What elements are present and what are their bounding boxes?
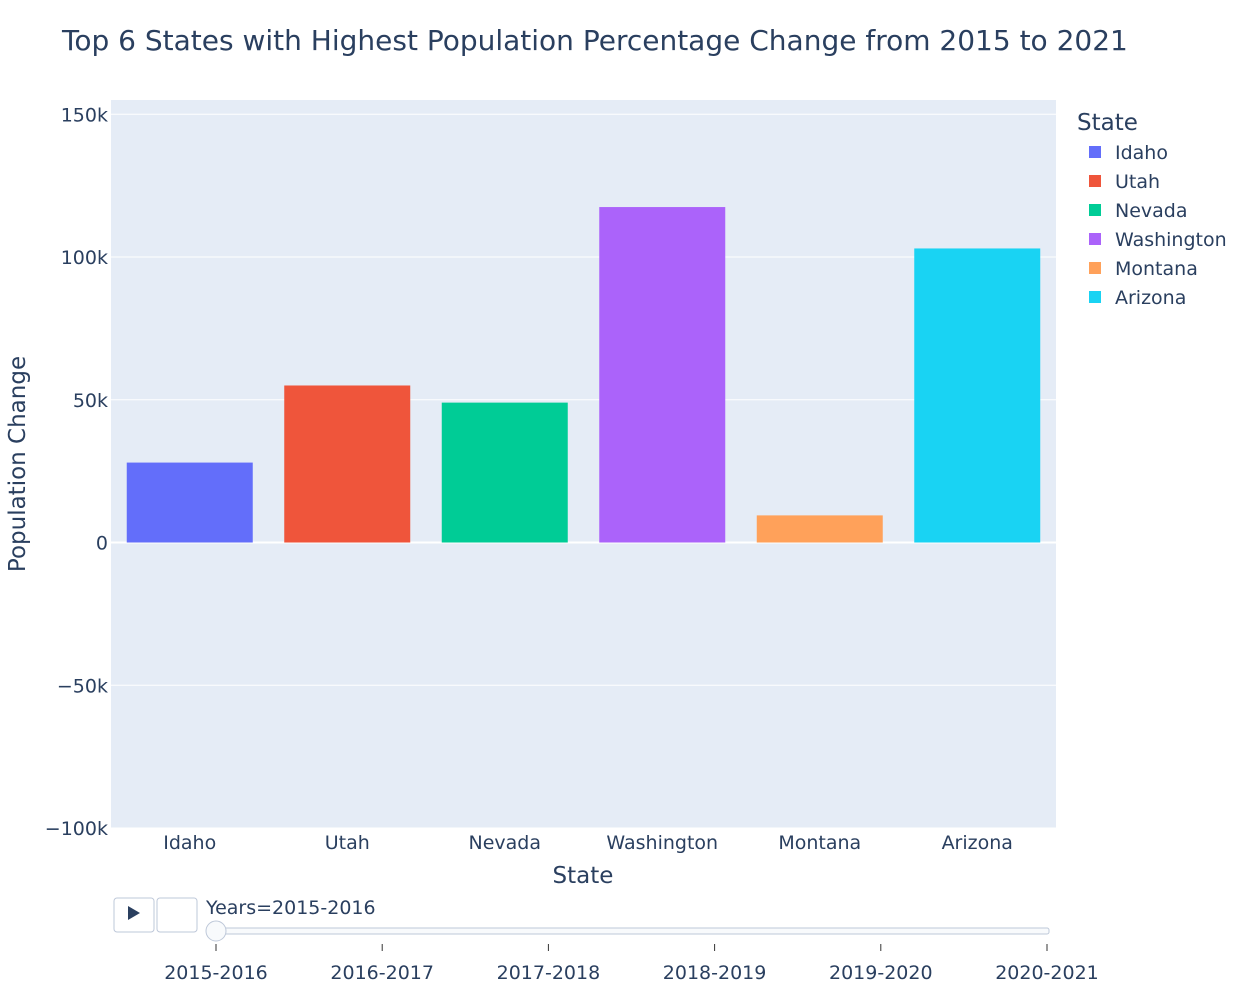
legend-swatch — [1089, 291, 1101, 303]
y-axis-title: Population Change — [5, 356, 31, 572]
x-axis-title: State — [553, 863, 614, 889]
slider-handle[interactable] — [205, 920, 227, 942]
legend-item-arizona[interactable]: Arizona — [1089, 287, 1186, 309]
bar-idaho[interactable] — [126, 462, 253, 543]
bars — [126, 207, 1041, 543]
legend-item-washington[interactable]: Washington — [1089, 229, 1227, 251]
legend-item-utah[interactable]: Utah — [1089, 171, 1160, 193]
x-tick-label: Arizona — [942, 832, 1013, 854]
slider-current-value: Years=2015-2016 — [205, 897, 376, 919]
legend-label: Arizona — [1115, 287, 1186, 309]
legend-item-nevada[interactable]: Nevada — [1089, 200, 1188, 222]
legend: State Idaho Utah Nevada Washington Montana Ar… — [1077, 110, 1227, 309]
legend-swatch — [1089, 262, 1101, 274]
y-tick-label: −50k — [57, 675, 108, 697]
gridlines — [111, 113, 1056, 829]
bar-nevada[interactable] — [441, 402, 568, 543]
slider-step-label[interactable]: 2015-2016 — [164, 962, 268, 984]
slider-step-label[interactable]: 2018-2019 — [663, 962, 767, 984]
bar-montana[interactable] — [756, 515, 883, 543]
slider-step-label[interactable]: 2019-2020 — [829, 962, 933, 984]
stop-icon — [171, 907, 182, 918]
legend-label: Nevada — [1115, 200, 1188, 222]
plot-area — [111, 100, 1056, 828]
x-tick-label: Montana — [778, 832, 861, 854]
y-tick-label: 50k — [73, 390, 108, 412]
legend-swatch — [1089, 233, 1101, 245]
x-tick-label: Idaho — [163, 832, 216, 854]
legend-item-montana[interactable]: Montana — [1089, 258, 1198, 280]
x-tick-label: Washington — [606, 832, 718, 854]
slider-step-label[interactable]: 2016-2017 — [330, 962, 434, 984]
slider-steps: 2015-2016 2016-2017 2017-2018 2018-2019 2019… — [164, 944, 1099, 984]
legend-title: State — [1077, 110, 1138, 136]
stop-button[interactable] — [156, 897, 198, 933]
bar-arizona[interactable] — [914, 248, 1041, 543]
legend-label: Idaho — [1115, 142, 1168, 164]
slider-rail[interactable] — [208, 927, 1050, 935]
y-tick-label: 100k — [61, 247, 108, 269]
bar-washington[interactable] — [599, 207, 726, 543]
legend-swatch — [1089, 175, 1101, 187]
play-icon — [128, 906, 140, 920]
y-tick-label: 150k — [61, 104, 108, 126]
legend-item-idaho[interactable]: Idaho — [1089, 142, 1168, 164]
y-tick-label: 0 — [96, 533, 108, 555]
y-tick-label: −100k — [45, 818, 108, 840]
bar-utah[interactable] — [284, 385, 411, 543]
slider-step-label[interactable]: 2020-2021 — [995, 962, 1099, 984]
play-button[interactable] — [113, 897, 155, 933]
legend-label: Washington — [1115, 229, 1227, 251]
chart-title: Top 6 States with Highest Population Per… — [61, 24, 1128, 57]
x-tick-label: Utah — [325, 832, 370, 854]
x-axis-ticks: Idaho Utah Nevada Washington Montana Arizona — [163, 832, 1013, 854]
legend-swatch — [1089, 146, 1101, 158]
y-axis-ticks: −100k −50k 0 50k 100k 150k — [45, 104, 108, 840]
legend-label: Utah — [1115, 171, 1160, 193]
slider-step-label[interactable]: 2017-2018 — [497, 962, 601, 984]
legend-label: Montana — [1115, 258, 1198, 280]
x-tick-label: Nevada — [469, 832, 542, 854]
legend-swatch — [1089, 204, 1101, 216]
